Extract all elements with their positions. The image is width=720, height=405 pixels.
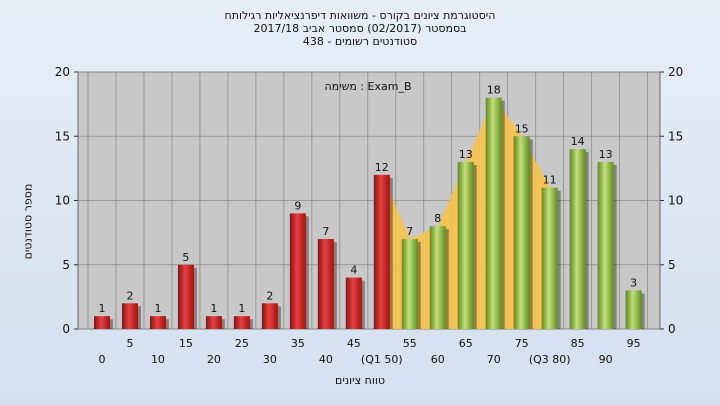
chart-title-line-3: סטודנטים רשומים - 438 (302, 35, 418, 48)
bar-value-label: 3 (630, 276, 637, 289)
x-axis-label: טווח ציונים (335, 374, 385, 387)
x-tick-label: 65 (459, 337, 473, 350)
y-tick-label-left: 5 (62, 258, 70, 272)
bar (345, 277, 362, 329)
y-axis-label: מספר סטודנטים (21, 183, 35, 260)
y-tick-label-left: 20 (55, 65, 70, 79)
bar-value-label: 14 (571, 135, 585, 148)
bar-value-label: 1 (238, 302, 245, 315)
bar-value-label: 4 (350, 264, 357, 277)
bar (261, 303, 278, 329)
bar (93, 316, 110, 329)
x-tick-label: 35 (291, 337, 305, 350)
bar (121, 303, 138, 329)
bar (485, 97, 502, 329)
bar-value-label: 18 (487, 84, 501, 97)
x-tick-label: 85 (571, 337, 585, 350)
bar-value-label: 8 (434, 212, 441, 225)
x-tick-label: (Q3 80) (529, 353, 571, 366)
bar (625, 290, 642, 329)
chart-title-line-2: בסמסטר (02/2017) סמסטר אביב 2017/18 (253, 22, 467, 35)
bar (149, 316, 166, 329)
bar (457, 161, 474, 329)
exam-annotation: משימה : Exam_B (324, 80, 411, 93)
x-tick-label: 55 (403, 337, 417, 350)
bar (177, 264, 194, 329)
bar-value-label: 1 (154, 302, 161, 315)
bar (289, 213, 306, 329)
x-tick-label: (Q1 50) (361, 353, 403, 366)
y-tick-label-left: 10 (55, 194, 70, 208)
bar-value-label: 11 (543, 174, 557, 187)
x-tick-label: 45 (347, 337, 361, 350)
x-tick-label: 95 (627, 337, 641, 350)
bar (233, 316, 250, 329)
x-tick-label: 20 (207, 353, 221, 366)
x-tick-label: 25 (235, 337, 249, 350)
x-tick-label: 10 (151, 353, 165, 366)
chart-title-line-1: היסטוגרמת ציונים בקורס - משוואות דיפרנצי… (224, 9, 496, 22)
bar-value-label: 15 (515, 122, 529, 135)
x-tick-label: 60 (431, 353, 445, 366)
x-tick-label: 0 (98, 353, 105, 366)
bar-value-label: 7 (406, 225, 413, 238)
x-tick-label: 90 (599, 353, 613, 366)
x-tick-label: 5 (126, 337, 133, 350)
bar-value-label: 12 (375, 161, 389, 174)
bar (513, 136, 530, 329)
bar-value-label: 2 (266, 289, 273, 302)
x-tick-label: 75 (515, 337, 529, 350)
bar (401, 239, 418, 329)
y-tick-label-right: 10 (668, 194, 683, 208)
bar-value-label: 9 (294, 199, 301, 212)
bar (205, 316, 222, 329)
bar (541, 187, 558, 329)
y-tick-label-right: 0 (668, 322, 676, 336)
y-tick-label-left: 0 (62, 322, 70, 336)
y-tick-label-left: 15 (55, 129, 70, 143)
x-tick-label: 30 (263, 353, 277, 366)
bar-value-label: 5 (182, 251, 189, 264)
bar-value-label: 1 (210, 302, 217, 315)
bar (597, 161, 614, 329)
bar-value-label: 1 (98, 302, 105, 315)
y-tick-label-right: 15 (668, 129, 683, 143)
bar-value-label: 13 (459, 148, 473, 161)
bar (569, 149, 586, 329)
bar-value-label: 13 (599, 148, 613, 161)
y-tick-label-right: 5 (668, 258, 676, 272)
bar-value-label: 2 (126, 289, 133, 302)
x-tick-label: 70 (487, 353, 501, 366)
bar (429, 226, 446, 329)
x-tick-label: 15 (179, 337, 193, 350)
bar (373, 174, 390, 329)
x-tick-label: 40 (319, 353, 333, 366)
bar (317, 239, 334, 329)
y-tick-label-right: 20 (668, 65, 683, 79)
bar-value-label: 7 (322, 225, 329, 238)
